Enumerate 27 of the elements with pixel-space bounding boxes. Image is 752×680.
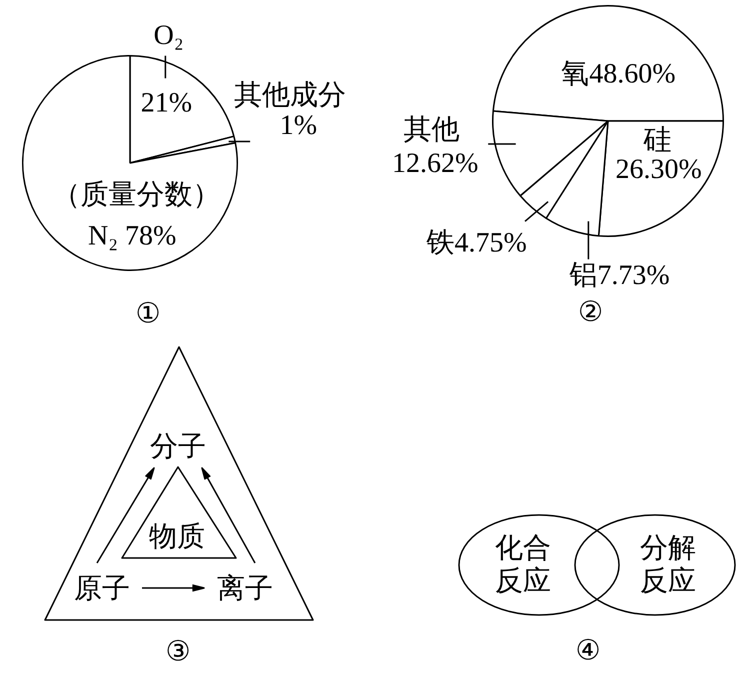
data-label: 78% (124, 220, 176, 252)
text: ② (578, 296, 604, 328)
data-label: 1% (280, 110, 318, 141)
data-label: 21% (140, 87, 192, 118)
data-label: 26.30% (616, 154, 702, 185)
text: （质量分数） (52, 180, 220, 211)
text: 原子 (74, 573, 130, 604)
slice-label: O₂ (154, 20, 184, 51)
data-label: 12.62% (392, 148, 478, 180)
data-label: 4.75% (454, 228, 527, 259)
slice-label: 硅 (642, 125, 672, 156)
data-label: 7.73% (597, 260, 670, 291)
text: 化合反应 (495, 532, 551, 597)
text: ① (136, 298, 161, 330)
slice-label: 铁 (425, 228, 454, 259)
text: 分解反应 (640, 532, 696, 597)
text: 物质 (149, 521, 205, 552)
text: ④ (576, 635, 600, 666)
slice-label: N₂ (88, 220, 118, 252)
data-label: 48.60% (589, 58, 676, 90)
slice-label: 其他 (404, 114, 460, 146)
text: ③ (166, 636, 190, 668)
slice-label: 氧 (561, 58, 590, 90)
text: 分子 (150, 431, 206, 462)
text: 离子 (217, 573, 273, 604)
slice-label: 铝 (568, 260, 598, 291)
slice-label: 其他成分 (234, 80, 346, 111)
